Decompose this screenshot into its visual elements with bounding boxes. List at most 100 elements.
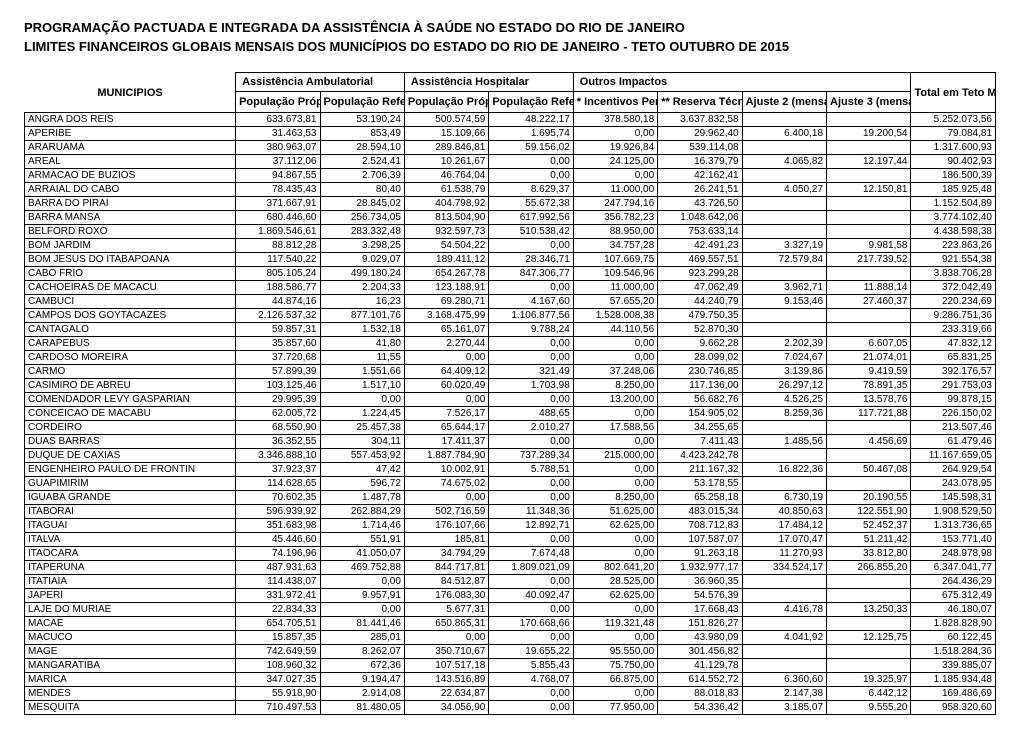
table-row: MENDES55.918,902.914,0822.634,870,000,00… (25, 687, 996, 701)
cell-municipio: MARICA (25, 673, 236, 687)
cell-value: 0,00 (489, 687, 573, 701)
cell-value: 0,00 (489, 491, 573, 505)
cell-value: 15.109,66 (404, 127, 488, 141)
cell-value: 7.674,48 (489, 547, 573, 561)
cell-value: 11.270,93 (742, 547, 826, 561)
table-row: BOM JESUS DO ITABAPOANA117.540,229.029,0… (25, 253, 996, 267)
cell-value: 17.668,43 (658, 603, 742, 617)
cell-value: 107.669,75 (573, 253, 657, 267)
cell-value: 248.978,98 (911, 547, 996, 561)
cell-value: 9.029,07 (320, 253, 404, 267)
cell-value: 65.831,25 (911, 351, 996, 365)
cell-value: 41.129,78 (658, 659, 742, 673)
cell-value: 2.270,44 (404, 337, 488, 351)
cell-value: 339.885,07 (911, 659, 996, 673)
table-row: ITAOCARA74.196,9641.050,0734.794,297.674… (25, 547, 996, 561)
cell-value: 6.442,12 (827, 687, 911, 701)
cell-municipio: CARMO (25, 365, 236, 379)
table-row: IGUABA GRANDE70.602,351.487,780,000,008.… (25, 491, 996, 505)
cell-value: 1.869.546,61 (236, 225, 320, 239)
cell-value: 78.891,35 (827, 379, 911, 393)
cell-value: 16,23 (320, 295, 404, 309)
table-row: CAMPOS DOS GOYTACAZES2.126.537,32877.101… (25, 309, 996, 323)
cell-value: 3.168.475,99 (404, 309, 488, 323)
cell-value: 247.794,16 (573, 197, 657, 211)
cell-municipio: DUQUE DE CAXIAS (25, 449, 236, 463)
cell-value: 0,00 (489, 631, 573, 645)
cell-municipio: MACUCO (25, 631, 236, 645)
cell-value: 3.838.706,28 (911, 267, 996, 281)
cell-value: 56.682,76 (658, 393, 742, 407)
cell-value: 0,00 (573, 533, 657, 547)
cell-value: 350.710,67 (404, 645, 488, 659)
cell-value: 654.705,51 (236, 617, 320, 631)
cell-value: 3.327,19 (742, 239, 826, 253)
cell-value: 0,00 (320, 393, 404, 407)
cell-value: 189.411,12 (404, 253, 488, 267)
table-row: ANGRA DOS REIS633.673,8153.190,24500.574… (25, 113, 996, 127)
cell-value: 79.084,81 (911, 127, 996, 141)
cell-municipio: IGUABA GRANDE (25, 491, 236, 505)
cell-value: 42.162,41 (658, 169, 742, 183)
table-row: ITAPERUNA487.931,63469.752,88844.717,811… (25, 561, 996, 575)
cell-value: 220.234,69 (911, 295, 996, 309)
cell-value: 151.826,27 (658, 617, 742, 631)
cell-municipio: BARRA DO PIRAI (25, 197, 236, 211)
cell-value: 3.139,86 (742, 365, 826, 379)
cell-value: 99.878,15 (911, 393, 996, 407)
cell-value: 11.000,00 (573, 281, 657, 295)
cell-value: 223.863,26 (911, 239, 996, 253)
table-row: BELFORD ROXO1.869.546,61283.332,48932.59… (25, 225, 996, 239)
cell-value: 1.703,98 (489, 379, 573, 393)
cell-value: 153.771,40 (911, 533, 996, 547)
cell-value: 7.526,17 (404, 407, 488, 421)
cell-value: 35.857,60 (236, 337, 320, 351)
cell-value: 24.125,00 (573, 155, 657, 169)
cell-value: 46.180,07 (911, 603, 996, 617)
cell-value (827, 225, 911, 239)
cell-value: 0,00 (489, 393, 573, 407)
cell-value: 12.150,81 (827, 183, 911, 197)
cell-value: 285,01 (320, 631, 404, 645)
cell-value: 22.634,87 (404, 687, 488, 701)
table-row: CABO FRIO805.105,24499.180,24654.267,788… (25, 267, 996, 281)
cell-value: 921.554,38 (911, 253, 996, 267)
cell-value: 675.312,49 (911, 589, 996, 603)
cell-value: 479.750,35 (658, 309, 742, 323)
cell-value (742, 589, 826, 603)
cell-value: 22.834,33 (236, 603, 320, 617)
cell-value: 29.995,39 (236, 393, 320, 407)
cell-value (827, 309, 911, 323)
cell-value: 185.925,48 (911, 183, 996, 197)
cell-value: 9.153,46 (742, 295, 826, 309)
cell-value: 1.532,18 (320, 323, 404, 337)
cell-value: 188.586,77 (236, 281, 320, 295)
cell-value (742, 645, 826, 659)
cell-value: 742.649,59 (236, 645, 320, 659)
table-row: MAGE742.649,598.262,07350.710,6719.655,2… (25, 645, 996, 659)
cell-value: 266.855,20 (827, 561, 911, 575)
cell-value: 185,81 (404, 533, 488, 547)
cell-value: 9.957,91 (320, 589, 404, 603)
cell-municipio: ITAPERUNA (25, 561, 236, 575)
cell-value: 226.150,02 (911, 407, 996, 421)
cell-value: 483.015,34 (658, 505, 742, 519)
cell-value: 28.346,71 (489, 253, 573, 267)
cell-value: 43.726,50 (658, 197, 742, 211)
cell-value: 9.286.751,36 (911, 309, 996, 323)
cell-value: 12.125,75 (827, 631, 911, 645)
cell-value: 16.379,79 (658, 155, 742, 169)
cell-value: 650.865,31 (404, 617, 488, 631)
cell-value: 11.888,14 (827, 281, 911, 295)
cell-value: 847.306,77 (489, 267, 573, 281)
cell-value: 68.550,90 (236, 421, 320, 435)
cell-municipio: CARAPEBUS (25, 337, 236, 351)
cell-value: 802.641,20 (573, 561, 657, 575)
cell-value: 57.655,20 (573, 295, 657, 309)
cell-value (827, 197, 911, 211)
cell-value: 264.436,29 (911, 575, 996, 589)
cell-value: 42.491,23 (658, 239, 742, 253)
cell-value: 13.200,00 (573, 393, 657, 407)
cell-value: 8.259,36 (742, 407, 826, 421)
cell-value (742, 113, 826, 127)
